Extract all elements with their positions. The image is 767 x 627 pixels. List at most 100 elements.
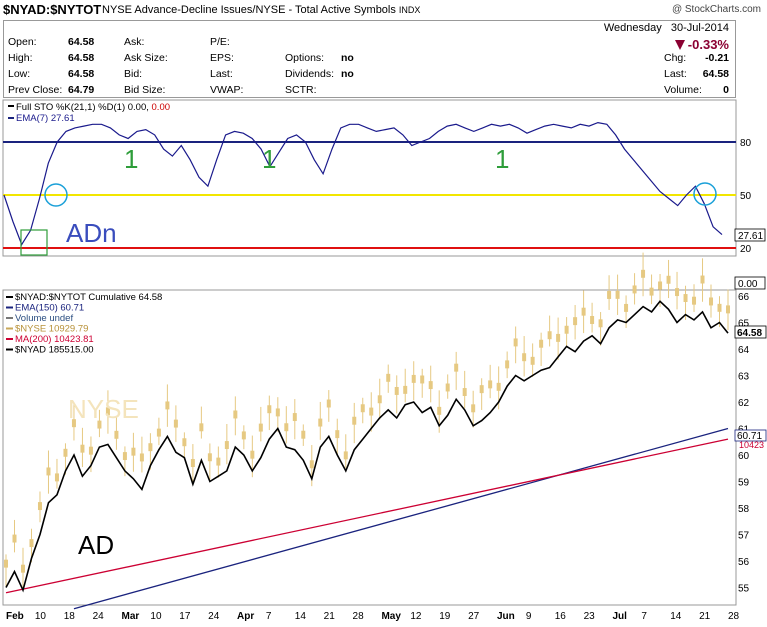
quote-label: VWAP: bbox=[210, 84, 244, 96]
nyse-bar-body bbox=[573, 317, 578, 326]
nyse-bar-body bbox=[437, 406, 442, 415]
quote-label: High: bbox=[8, 52, 33, 64]
nyse-bar-body bbox=[54, 473, 59, 482]
nyse-bar-body bbox=[479, 385, 484, 394]
x-tick-label: 27 bbox=[468, 611, 480, 622]
price-tick-label: 58 bbox=[738, 504, 750, 515]
nyse-bar-body bbox=[63, 448, 68, 457]
quote-label: Low: bbox=[8, 68, 31, 80]
quote-value: 0 bbox=[723, 84, 729, 96]
quote-label: Ask Size: bbox=[124, 52, 168, 64]
nyse-bar-body bbox=[182, 438, 187, 447]
quote-value: no bbox=[341, 68, 354, 80]
nyse-bar-body bbox=[114, 430, 119, 439]
nyse-bar-body bbox=[683, 294, 688, 303]
nyse-bar-body bbox=[709, 297, 714, 306]
nyse-bar-body bbox=[590, 316, 595, 324]
sto-last-label: 27.61 bbox=[738, 231, 763, 242]
sto-tick-label: 80 bbox=[740, 138, 752, 149]
nyse-bar-body bbox=[267, 405, 272, 414]
x-tick-label: Feb bbox=[6, 611, 24, 622]
price-tick-label: 63 bbox=[738, 372, 750, 383]
nyse-bar-body bbox=[173, 419, 178, 428]
price-tick-label: 66 bbox=[738, 292, 750, 303]
nyse-bar-body bbox=[20, 564, 25, 573]
nyse-bar-body bbox=[496, 382, 501, 391]
zero-box bbox=[734, 276, 766, 290]
x-tick-label: 17 bbox=[179, 611, 191, 622]
nyse-bar-body bbox=[165, 401, 170, 410]
nyse-bar-body bbox=[369, 407, 374, 416]
nyse-bar-body bbox=[199, 423, 204, 432]
nyse-bar-body bbox=[420, 375, 425, 384]
nyse-bar-body bbox=[513, 338, 518, 347]
nyse-bar-body bbox=[122, 452, 127, 461]
price-tick-label: 64 bbox=[738, 345, 750, 356]
quote-box bbox=[3, 20, 736, 98]
sto-last-box bbox=[734, 228, 766, 242]
nyse-bar-body bbox=[352, 416, 357, 425]
x-tick-label: Apr bbox=[237, 611, 254, 622]
annotation-adn: ADn bbox=[66, 218, 117, 248]
x-tick-label: 14 bbox=[670, 611, 682, 622]
nyse-bar-body bbox=[207, 453, 212, 462]
exchange-label: INDX bbox=[398, 5, 421, 15]
nyse-bar-body bbox=[607, 290, 612, 299]
nyse-bar-body bbox=[539, 339, 544, 348]
ad-last-box bbox=[734, 325, 767, 339]
nyse-bar-body bbox=[275, 408, 280, 417]
nyse-bar-body bbox=[386, 373, 391, 382]
price-tick-label: 60 bbox=[738, 451, 750, 462]
quote-label: Dividends: bbox=[285, 68, 335, 80]
x-tick-label: 14 bbox=[295, 611, 307, 622]
nyse-bar-body bbox=[624, 303, 629, 312]
quote-label: EPS: bbox=[210, 52, 234, 64]
nyse-bar-body bbox=[445, 383, 450, 392]
nyse-bar-body bbox=[292, 413, 297, 422]
nyse-bar-body bbox=[428, 381, 433, 390]
x-tick-label: Jul bbox=[612, 611, 627, 622]
annotation-one: 1 bbox=[495, 144, 509, 174]
stochastic-panel: Full STO %K(21,1) %D(1) 0.00, 0.00EMA(7)… bbox=[2, 99, 766, 290]
nyse-bar-body bbox=[360, 404, 365, 413]
x-tick-label: 7 bbox=[266, 611, 272, 622]
quote-label: Ask: bbox=[124, 36, 145, 48]
price-legend-label: EMA(150) 60.71 bbox=[15, 303, 84, 314]
nyse-bar-body bbox=[284, 423, 289, 432]
nyse-bar-body bbox=[139, 453, 144, 462]
nyse-bar-body bbox=[564, 325, 569, 334]
nyse-bar-body bbox=[241, 431, 246, 440]
nyse-bar-body bbox=[488, 380, 493, 389]
price-panel: 66656463626160595857565564.5860.7110423$… bbox=[2, 252, 767, 622]
price-tick-label: 59 bbox=[738, 478, 750, 489]
sto-legend-label: Full STO %K(21,1) %D(1) 0.00, 0.00 bbox=[16, 102, 170, 113]
date-line: Wednesday 30-Jul-2014 bbox=[604, 22, 729, 34]
chart-description: NYSE Advance-Decline Issues/NYSE - Total… bbox=[102, 4, 420, 16]
quote-label: Open: bbox=[8, 36, 37, 48]
quote-label: Bid: bbox=[124, 68, 143, 80]
nyse-bar-body bbox=[216, 457, 221, 466]
zero-label: 0.00 bbox=[738, 279, 758, 290]
quote-label: Bid Size: bbox=[124, 84, 166, 96]
x-tick-label: 16 bbox=[555, 611, 567, 622]
x-tick-label: 7 bbox=[641, 611, 647, 622]
ma-last-label: 10423 bbox=[739, 440, 764, 450]
nyse-bar-body bbox=[258, 423, 263, 432]
ema-last-box bbox=[734, 429, 767, 442]
quote-value: 64.79 bbox=[68, 84, 95, 96]
chart-symbol: $NYAD:$NYTOT bbox=[3, 2, 102, 17]
nyse-bar-body bbox=[156, 428, 161, 437]
price-tick-label: 62 bbox=[738, 398, 750, 409]
nyse-bar-body bbox=[29, 539, 34, 548]
price-legend-label: MA(200) 10423.81 bbox=[15, 334, 94, 345]
quote-label: Prev Close: bbox=[8, 84, 63, 96]
price-tick-label: 65 bbox=[738, 319, 750, 330]
nyse-bar-body bbox=[615, 290, 620, 299]
nyse-bar-body bbox=[190, 459, 195, 468]
nyse-bar-body bbox=[717, 303, 722, 312]
nyse-bar-body bbox=[224, 441, 229, 450]
quote-label: P/E: bbox=[210, 36, 230, 48]
quote-value: 64.58 bbox=[702, 68, 729, 80]
x-tick-label: 12 bbox=[410, 611, 422, 622]
